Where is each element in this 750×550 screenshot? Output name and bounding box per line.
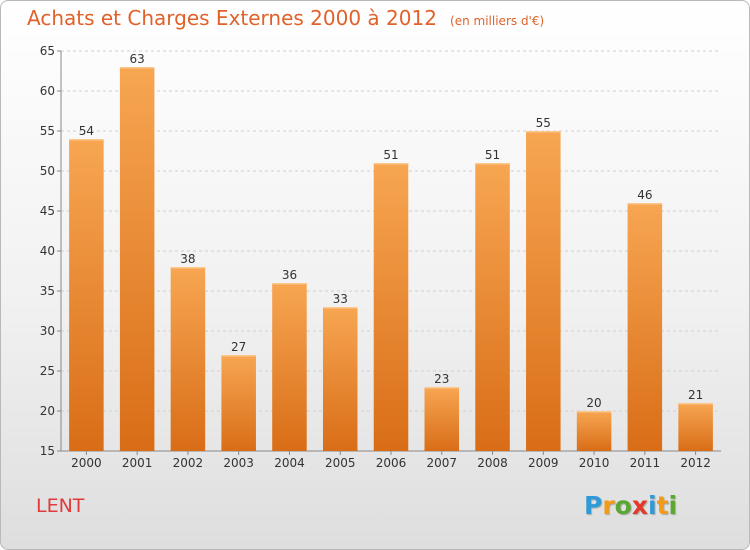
data-label: 51 <box>383 148 398 162</box>
chart-unit: (en milliers d'€) <box>450 14 545 28</box>
y-tick-labels: 15 20 25 30 35 40 45 50 55 60 65 <box>40 44 55 458</box>
data-label: 27 <box>231 340 246 354</box>
bar-highlight <box>475 163 510 165</box>
y-tick-label: 65 <box>40 44 55 58</box>
x-tick-labels: 2000 2001 2002 2003 2004 2005 2006 2007 2008 2009… <box>71 451 711 470</box>
x-tick-label: 2012 <box>680 456 711 470</box>
data-label: 63 <box>130 52 145 66</box>
x-tick-label: 2007 <box>426 456 457 470</box>
bar-highlight <box>424 387 460 389</box>
y-tick-label: 25 <box>40 364 55 378</box>
x-tick-label: 2010 <box>579 456 610 470</box>
x-tick-label: 2003 <box>223 456 254 470</box>
x-tick-label: 2000 <box>71 456 102 470</box>
data-labels: 54 63 38 27 36 33 51 23 51 55 20 46 21 <box>79 52 704 410</box>
data-label: 38 <box>180 252 195 266</box>
x-tick-label: 2006 <box>376 456 407 470</box>
bar <box>221 355 256 451</box>
chart-title-block: Achats et Charges Externes 2000 à 2012 (… <box>27 6 544 30</box>
y-tick-label: 45 <box>40 204 55 218</box>
logo-letter: o <box>614 491 632 520</box>
bar-highlight <box>69 139 104 141</box>
x-tick-label: 2008 <box>477 456 508 470</box>
bar <box>272 283 307 451</box>
data-label: 46 <box>637 188 652 202</box>
y-tick-label: 50 <box>40 164 55 178</box>
x-tick-label: 2005 <box>325 456 356 470</box>
data-label: 21 <box>688 388 703 402</box>
bar <box>322 307 358 451</box>
bar-highlight <box>627 203 663 205</box>
logo-letter: i <box>668 491 678 520</box>
bar <box>475 163 510 451</box>
logo-letter: P <box>584 491 603 520</box>
x-tick-label: 2001 <box>122 456 153 470</box>
y-tick-label: 30 <box>40 324 55 338</box>
bar <box>627 203 663 451</box>
bar <box>373 163 409 451</box>
bar <box>424 387 460 451</box>
y-tick-label: 60 <box>40 84 55 98</box>
data-label: 55 <box>536 116 551 130</box>
x-tick-label: 2011 <box>630 456 661 470</box>
x-tick-label: 2002 <box>173 456 204 470</box>
data-label: 36 <box>282 268 297 282</box>
data-label: 54 <box>79 124 94 138</box>
bar-highlight <box>119 67 155 69</box>
logo-letter: i <box>648 491 657 520</box>
y-tick-label: 35 <box>40 284 55 298</box>
proxiti-logo: Proxiti <box>584 491 677 520</box>
bar <box>678 403 713 451</box>
logo-letter: x <box>631 491 648 520</box>
bar <box>69 139 104 451</box>
data-label: 51 <box>485 148 500 162</box>
data-label: 23 <box>434 372 449 386</box>
bar-highlight <box>170 267 206 269</box>
bar-highlight <box>221 355 256 357</box>
bar <box>170 267 206 451</box>
logo-letter: r <box>602 491 615 520</box>
y-tick-label: 55 <box>40 124 55 138</box>
bar-highlight <box>678 403 713 405</box>
logo-letter: t <box>656 491 669 520</box>
bar-highlight <box>373 163 409 165</box>
bar <box>119 67 155 451</box>
bars <box>69 67 713 451</box>
x-tick-label: 2004 <box>274 456 305 470</box>
data-label: 33 <box>333 292 348 306</box>
y-tick-label: 40 <box>40 244 55 258</box>
bar <box>576 411 612 451</box>
data-label: 20 <box>586 396 601 410</box>
bar-highlight <box>272 283 307 285</box>
bar-highlight <box>526 131 561 133</box>
bar-highlight <box>576 411 612 413</box>
bar-highlight <box>322 307 358 309</box>
bar <box>526 131 561 451</box>
chart-title: Achats et Charges Externes 2000 à 2012 <box>27 6 437 30</box>
y-tick-label: 15 <box>40 444 55 458</box>
x-tick-label: 2009 <box>528 456 559 470</box>
commune-name: LENT <box>36 495 85 517</box>
y-tick-label: 20 <box>40 404 55 418</box>
